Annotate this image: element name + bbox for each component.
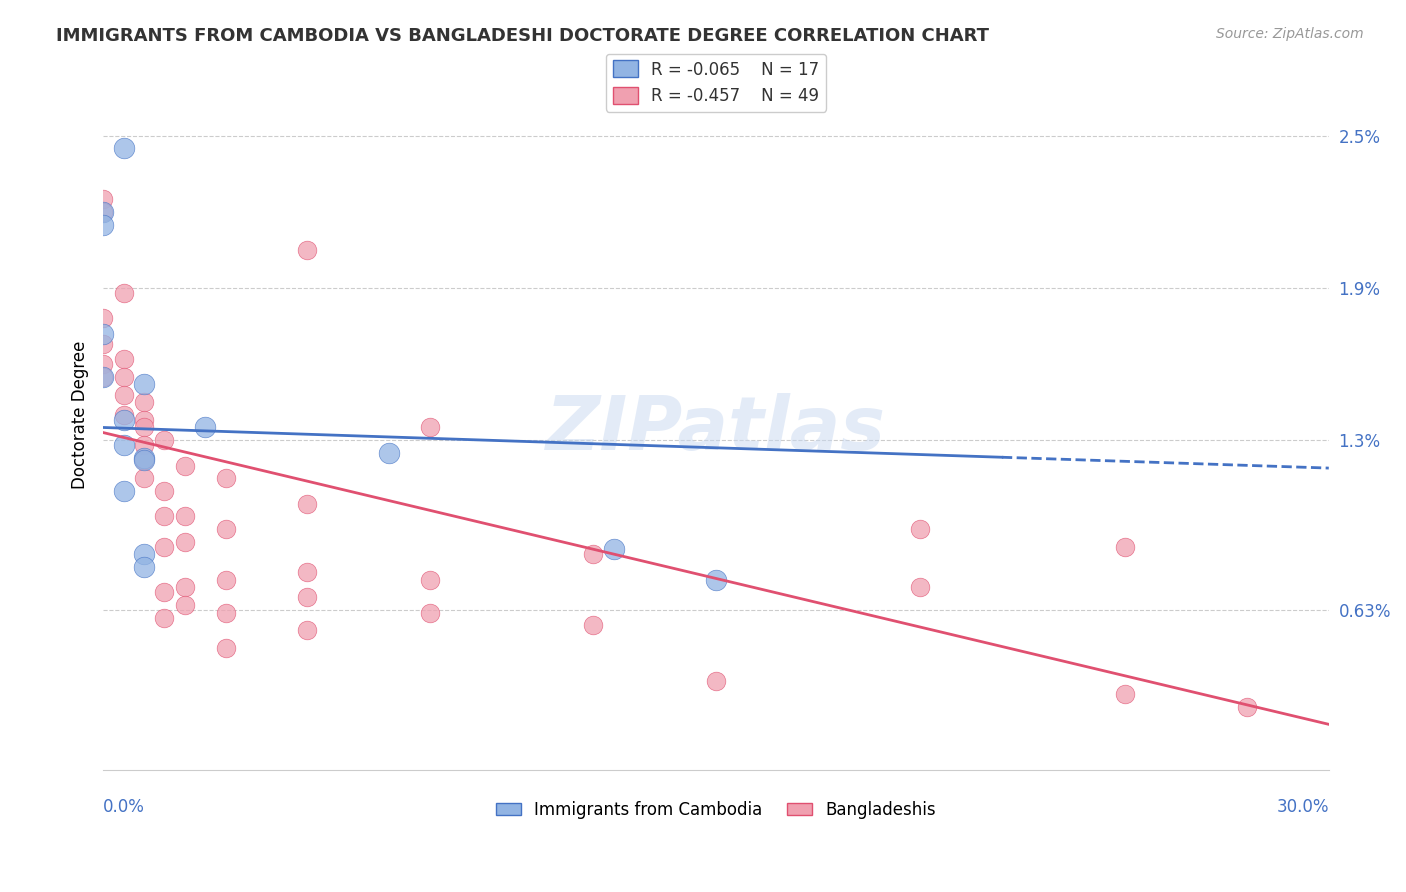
Point: [91, 218, 114, 232]
Point: [297, 497, 319, 511]
Point: [297, 565, 319, 579]
Point: [91, 357, 114, 371]
Y-axis label: Doctorate Degree: Doctorate Degree: [72, 341, 89, 489]
Point: [132, 547, 155, 561]
Point: [112, 408, 135, 422]
Point: [215, 573, 238, 587]
Point: [378, 446, 401, 460]
Point: [132, 413, 155, 427]
Point: [1114, 540, 1136, 554]
Point: [153, 540, 176, 554]
Point: [173, 598, 195, 612]
Point: [153, 611, 176, 625]
Point: [1236, 699, 1258, 714]
Point: [91, 311, 114, 326]
Point: [153, 509, 176, 524]
Text: Source: ZipAtlas.com: Source: ZipAtlas.com: [1216, 27, 1364, 41]
Point: [132, 395, 155, 409]
Point: [112, 141, 135, 155]
Point: [582, 547, 605, 561]
Point: [419, 420, 441, 434]
Point: [91, 192, 114, 206]
Point: [215, 471, 238, 485]
Point: [132, 453, 155, 467]
Point: [91, 326, 114, 341]
Point: [194, 420, 217, 434]
Point: [91, 336, 114, 351]
Point: [704, 573, 727, 587]
Point: [132, 450, 155, 465]
Text: IMMIGRANTS FROM CAMBODIA VS BANGLADESHI DOCTORATE DEGREE CORRELATION CHART: IMMIGRANTS FROM CAMBODIA VS BANGLADESHI …: [56, 27, 990, 45]
Point: [582, 618, 605, 632]
Point: [132, 560, 155, 574]
Point: [91, 369, 114, 384]
Text: 0.0%: 0.0%: [103, 798, 145, 816]
Text: ZIPatlas: ZIPatlas: [546, 392, 886, 466]
Legend: Immigrants from Cambodia, Bangladeshis: Immigrants from Cambodia, Bangladeshis: [489, 794, 943, 826]
Point: [132, 471, 155, 485]
Point: [91, 204, 114, 219]
Point: [132, 453, 155, 467]
Point: [112, 387, 135, 401]
Point: [215, 606, 238, 620]
Point: [153, 483, 176, 498]
Point: [112, 369, 135, 384]
Point: [132, 420, 155, 434]
Point: [112, 438, 135, 452]
Point: [297, 243, 319, 257]
Point: [1114, 687, 1136, 701]
Point: [215, 641, 238, 656]
Point: [215, 522, 238, 536]
Point: [132, 438, 155, 452]
Point: [112, 351, 135, 366]
Point: [132, 377, 155, 392]
Point: [419, 606, 441, 620]
Point: [419, 573, 441, 587]
Point: [603, 542, 626, 557]
Point: [704, 674, 727, 689]
Point: [112, 285, 135, 300]
Point: [153, 433, 176, 447]
Point: [297, 591, 319, 605]
Point: [173, 580, 195, 594]
Point: [173, 509, 195, 524]
Point: [91, 369, 114, 384]
Point: [153, 585, 176, 599]
Point: [297, 624, 319, 638]
Point: [112, 413, 135, 427]
Point: [112, 483, 135, 498]
Point: [910, 580, 932, 594]
Point: [91, 204, 114, 219]
Text: 30.0%: 30.0%: [1277, 798, 1329, 816]
Point: [173, 458, 195, 473]
Point: [173, 534, 195, 549]
Point: [910, 522, 932, 536]
